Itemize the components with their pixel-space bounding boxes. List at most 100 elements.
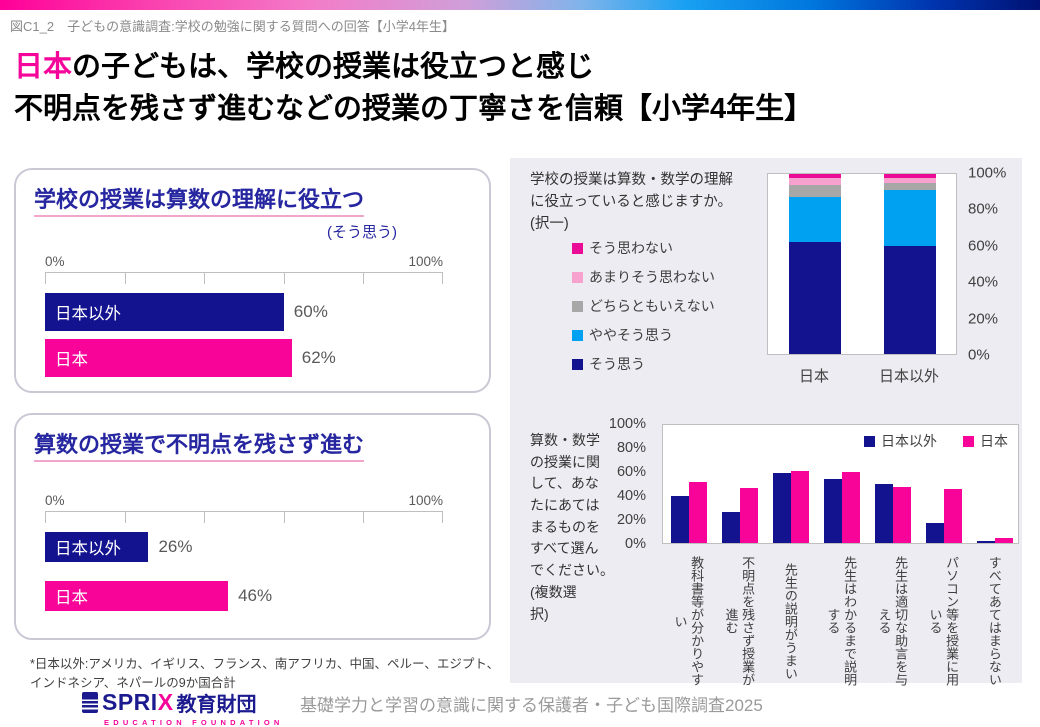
legend-label: 日本 — [980, 433, 1008, 449]
x-axis-max: 100% — [408, 493, 443, 508]
axis-tick — [442, 512, 443, 523]
gbar-non-japan-teacher-explains-well — [772, 473, 791, 543]
legend-label: どちらともいえない — [589, 298, 715, 314]
chart-title-no-unclear: 算数の授業で不明点を残さず進む — [34, 427, 365, 462]
axis-tick — [45, 273, 46, 284]
bar-row-non-japan: 日本以外 26% — [45, 532, 443, 562]
bar-label: 日本以外 — [55, 305, 121, 323]
y-tick-label: 60% — [968, 237, 999, 255]
question-stacked: 学校の授業は算数・数学の理解 に役立っていると感じますか。 (択一) — [530, 172, 733, 232]
hbar-chart-no-unclear: 0% 100% 日本以外 26% 日本 46% — [45, 493, 443, 611]
gbar-non-japan-teacher-gives-advice — [874, 484, 893, 543]
legend-swatch-non-japan — [864, 435, 875, 447]
legend-label: 日本以外 — [881, 433, 937, 449]
bar-japan: 日本 — [45, 339, 292, 377]
grouped-cat-teacher-gives-advice: 先生は適切な助言を与える — [876, 556, 909, 686]
x-axis-min: 0% — [45, 254, 65, 269]
hbar-chart-useful: 0% 100% 日本以外 60% 日本 62% — [45, 254, 443, 377]
legend-label: ややそう思う — [589, 327, 673, 343]
y-tick-label: 80% — [968, 200, 999, 218]
right-panel: 学校の授業は算数・数学の理解 に役立っていると感じますか。 (択一) そう思わな… — [510, 158, 1022, 686]
legend-grouped: 日本以外 日本 — [864, 431, 1008, 451]
gbar-japan-none-apply — [994, 538, 1013, 543]
sprix-logo-subtext: EDUCATION FOUNDATION — [104, 718, 284, 727]
gbar-japan-teacher-explains-until-understood — [841, 472, 860, 543]
gbar-non-japan-uses-computers — [925, 522, 944, 543]
axis-tick — [363, 512, 364, 523]
bar-label: 日本以外 — [55, 540, 121, 558]
gbar-japan-textbook-easy — [688, 481, 707, 543]
bar-row-non-japan: 日本以外 60% — [45, 293, 443, 331]
gbar-non-japan-no-unclear-points — [721, 511, 740, 543]
y-axis-grouped: 100% 80% 60% 40% 20% 0% — [594, 416, 646, 552]
legend-swatch-agree — [572, 358, 583, 370]
page-title-line1: 日本の子どもは、学校の授業は役立つと感じ — [14, 51, 595, 83]
card-no-unclear-chart: 算数の授業で不明点を残さず進む 0% 100% 日本以外 26% 日本 46% — [14, 413, 491, 640]
legend-item-agree: そう思う — [572, 354, 715, 374]
gbar-non-japan-none-apply — [976, 540, 995, 543]
segment-somewhat-agree — [884, 190, 936, 246]
bar-value: 46% — [238, 586, 273, 605]
stacked-bar-japan — [789, 174, 841, 354]
y-axis-stacked: 100% 80% 60% 40% 20% 0% — [968, 165, 1028, 364]
bar-row-japan: 日本 62% — [45, 339, 443, 377]
bar-row-japan: 日本 46% — [45, 581, 443, 611]
chart-title-useful: 学校の授業は算数の理解に役立つ — [34, 182, 365, 217]
question-grouped: 算数・数学 の授業に関 して、あな たにあては まるものを すべて選ん でくださ… — [530, 432, 614, 622]
stacked-bar-plot — [767, 173, 957, 355]
legend-item-japan: 日本 — [963, 431, 1008, 451]
footnote: *日本以外:アメリカ、イギリス、フランス、南アフリカ、中国、ペルー、エジプト、 … — [30, 657, 500, 691]
legend-item-disagree: そう思わない — [572, 238, 715, 258]
legend-swatch-disagree — [572, 242, 583, 254]
stacked-bar-non-japan — [884, 174, 936, 354]
bar-label: 日本 — [55, 351, 88, 369]
y-tick-label: 100% — [968, 164, 1007, 182]
axis-tick — [125, 273, 126, 284]
bar-value: 60% — [293, 302, 328, 321]
legend-label: そう思わない — [589, 240, 673, 256]
legend-swatch-somewhat-disagree — [572, 271, 583, 283]
axis-tick — [204, 512, 205, 523]
page-title: 日本の子どもは、学校の授業は役立つと感じ 不明点を残さず進むなどの授業の丁寧さを… — [14, 46, 813, 130]
bar-label: 日本 — [55, 589, 88, 607]
axis-tick — [45, 512, 46, 523]
axis-tick — [284, 273, 285, 284]
legend-stacked: そう思わない あまりそう思わない どちらともいえない ややそう思う そう思う — [572, 238, 715, 383]
grouped-cat-teacher-explains-until-understood: 先生はわかるまで説明する — [825, 556, 858, 686]
legend-item-somewhat-agree: ややそう思う — [572, 325, 715, 345]
y-tick-label: 20% — [616, 512, 646, 528]
y-tick-label: 100% — [608, 416, 646, 432]
segment-neutral — [884, 183, 936, 191]
stacked-cat-japan: 日本 — [798, 368, 830, 385]
sprix-logo: SPRIX 教育財団 EDUCATION FOUNDATION — [82, 688, 284, 727]
bars-no-unclear: 日本以外 26% 日本 46% — [45, 532, 443, 611]
axis-tick — [284, 512, 285, 523]
gradient-accent-bar — [0, 0, 1040, 10]
sprix-logo-jp: 教育財団 — [176, 694, 257, 716]
segment-disagree — [884, 174, 936, 178]
axis-tick — [204, 273, 205, 284]
grouped-bar-plot: 日本以外 日本 — [662, 424, 1019, 544]
axis-tick — [442, 273, 443, 284]
segment-somewhat-disagree — [884, 177, 936, 184]
legend-label: そう思う — [589, 356, 645, 372]
x-axis-labels: 0% 100% — [45, 493, 443, 508]
grouped-cat-teacher-explains-well: 先生の説明がうまい — [782, 562, 798, 680]
figure-kicker: 図C1_2 子どもの意識調査:学校の勉強に関する質問への回答【小学4年生】 — [10, 19, 455, 34]
gbar-non-japan-textbook-easy — [670, 496, 689, 543]
axis-tick — [363, 273, 364, 284]
bar-japan: 日本 — [45, 581, 229, 611]
y-tick-label: 40% — [968, 273, 999, 291]
y-tick-label: 80% — [616, 440, 646, 456]
bar-value: 62% — [301, 348, 336, 367]
x-axis-line — [45, 511, 443, 523]
bar-value: 26% — [158, 537, 193, 556]
axis-tick — [125, 512, 126, 523]
segment-somewhat-disagree — [789, 177, 841, 185]
y-tick-label: 0% — [968, 346, 990, 364]
legend-item-non-japan: 日本以外 — [864, 431, 937, 451]
gbar-japan-no-unclear-points — [739, 487, 758, 543]
segment-agree — [884, 246, 936, 354]
bars-useful: 日本以外 60% 日本 62% — [45, 293, 443, 377]
sprix-logo-x: X — [157, 689, 174, 715]
